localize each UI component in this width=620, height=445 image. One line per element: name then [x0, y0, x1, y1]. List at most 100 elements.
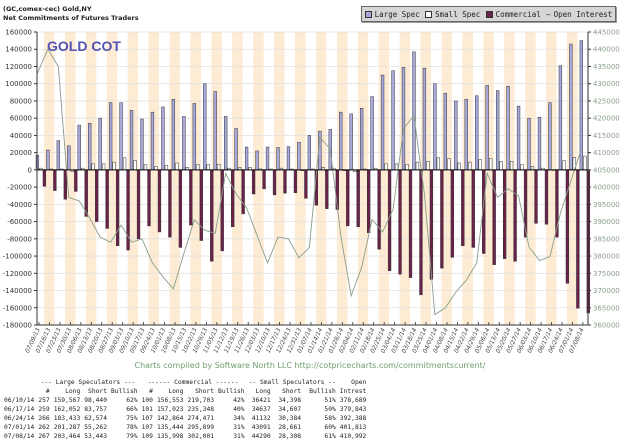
background-band — [295, 32, 306, 325]
small-spec-bar — [102, 163, 106, 171]
commercial-bar — [231, 169, 235, 228]
background-band — [64, 32, 76, 325]
legend: Large Spec Small Spec Commercial – Open I… — [361, 6, 616, 22]
small-spec-bar — [478, 159, 482, 171]
commercial-bar — [178, 169, 183, 248]
large-spec-bar — [422, 67, 427, 171]
y-tick-label: 0 — [28, 166, 32, 174]
large-spec-bar — [108, 102, 113, 171]
commercial-bar — [74, 169, 78, 192]
commercial-bar — [513, 169, 517, 262]
y2-tick-label: 375000 — [593, 270, 620, 278]
table-row: 06/24/14 266 183,433 62,574 75% 107 142,864 274… — [2, 414, 368, 423]
large-spec-bar — [558, 65, 563, 171]
large-spec-bar — [46, 149, 50, 171]
commercial-bar — [199, 169, 203, 241]
table-cell: 378,689 — [339, 397, 367, 404]
table-cell — [2, 378, 36, 387]
table-cell: Long — [65, 388, 81, 395]
table-cell: 157,023 — [156, 406, 184, 413]
small-spec-bar — [415, 161, 420, 171]
table-cell: 392,388 — [339, 415, 367, 422]
y2-tick-label: 360000 — [593, 322, 620, 330]
large-spec-bar — [569, 43, 573, 171]
large-spec-bar — [516, 105, 521, 171]
table-cell: 66% — [126, 406, 138, 413]
commercial-bar — [168, 169, 172, 238]
small-spec-bar — [206, 164, 210, 171]
table-header: # Long Short Bullish # Long Short Bullish Long Sh… — [2, 387, 368, 396]
commercial-bar — [461, 169, 465, 246]
y2-tick-label: 425000 — [593, 97, 620, 105]
commercial-bar — [210, 169, 214, 262]
large-spec-bar — [182, 116, 186, 171]
table-cell: 34,607 — [278, 406, 302, 413]
commercial-bar — [440, 169, 444, 269]
commercial-bar — [367, 169, 371, 234]
y-tick-label: 100000 — [5, 80, 32, 88]
y-tick-label: -80000 — [7, 235, 32, 243]
table-cell: 274,471 — [187, 415, 215, 422]
y2-tick-label: 440000 — [593, 46, 620, 54]
open-interest-dash-icon: – — [546, 9, 551, 19]
commercial-bar — [136, 169, 141, 240]
commercial-bar — [293, 169, 298, 193]
small-spec-bar — [164, 165, 169, 171]
commercial-bar — [356, 169, 360, 228]
table-cell: 107 — [141, 424, 153, 431]
table-cell: 50% — [324, 406, 336, 413]
small-spec-bar — [143, 164, 148, 171]
background-band — [211, 32, 222, 325]
table-cell: -- Small Speculators -- — [248, 379, 336, 386]
table-cell: ------ Commercial ------ — [147, 379, 239, 386]
table-cell: 235,348 — [187, 406, 215, 413]
y-tick-label: 40000 — [10, 132, 32, 140]
small-spec-bar — [499, 161, 503, 171]
small-spec-bar — [133, 160, 137, 171]
table-cell: 31% — [233, 433, 245, 440]
table-cell: 302,001 — [187, 433, 215, 440]
y2-tick-label: 390000 — [593, 218, 620, 226]
background-band — [315, 32, 327, 325]
background-band — [253, 32, 264, 325]
large-spec-bar — [161, 106, 165, 171]
legend-label: Open Interest — [553, 9, 613, 19]
background-band — [148, 32, 160, 325]
y2-tick-label: 380000 — [593, 253, 620, 261]
table-cell: 28,661 — [278, 424, 302, 431]
chart-title: GOLD COT — [47, 38, 121, 54]
large-spec-bar — [380, 74, 385, 171]
large-spec-bar — [265, 146, 270, 171]
small-spec-bar — [175, 162, 179, 171]
table-cell: 34,398 — [278, 397, 302, 404]
y2-tick-label: 370000 — [593, 287, 620, 295]
table-cell: Intrest — [339, 388, 367, 395]
chart-header-subtitle: Net Commitments of Futures Traders — [3, 14, 139, 22]
small-spec-bar — [426, 161, 430, 171]
large-spec-swatch-icon — [364, 10, 372, 18]
y2-tick-label: 405000 — [593, 166, 620, 174]
table-cell: 75% — [126, 415, 138, 422]
large-spec-bar — [443, 92, 447, 171]
background-band — [525, 32, 536, 325]
table-cell: 78% — [126, 424, 138, 431]
large-spec-bar — [234, 128, 238, 171]
commercial-bar — [346, 169, 350, 227]
background-band — [336, 32, 348, 325]
large-spec-bar — [506, 86, 510, 171]
table-cell: 62% — [126, 397, 138, 404]
small-spec-bar — [112, 161, 116, 171]
chart-credit: Charts compiled by Software North LLC ht… — [134, 361, 486, 370]
large-spec-bar — [140, 118, 144, 171]
small-spec-bar — [91, 163, 95, 171]
large-spec-bar — [286, 146, 291, 171]
y-tick-label: 80000 — [10, 97, 32, 105]
table-cell: 30,384 — [278, 415, 302, 422]
legend-label: Commercial — [495, 9, 541, 19]
table-cell: 183,433 — [53, 415, 81, 422]
commercial-bar — [419, 169, 423, 296]
background-band — [504, 32, 515, 325]
table-cell: 58% — [324, 415, 336, 422]
table-cell: 31% — [233, 424, 245, 431]
commercial-bar — [492, 169, 496, 265]
